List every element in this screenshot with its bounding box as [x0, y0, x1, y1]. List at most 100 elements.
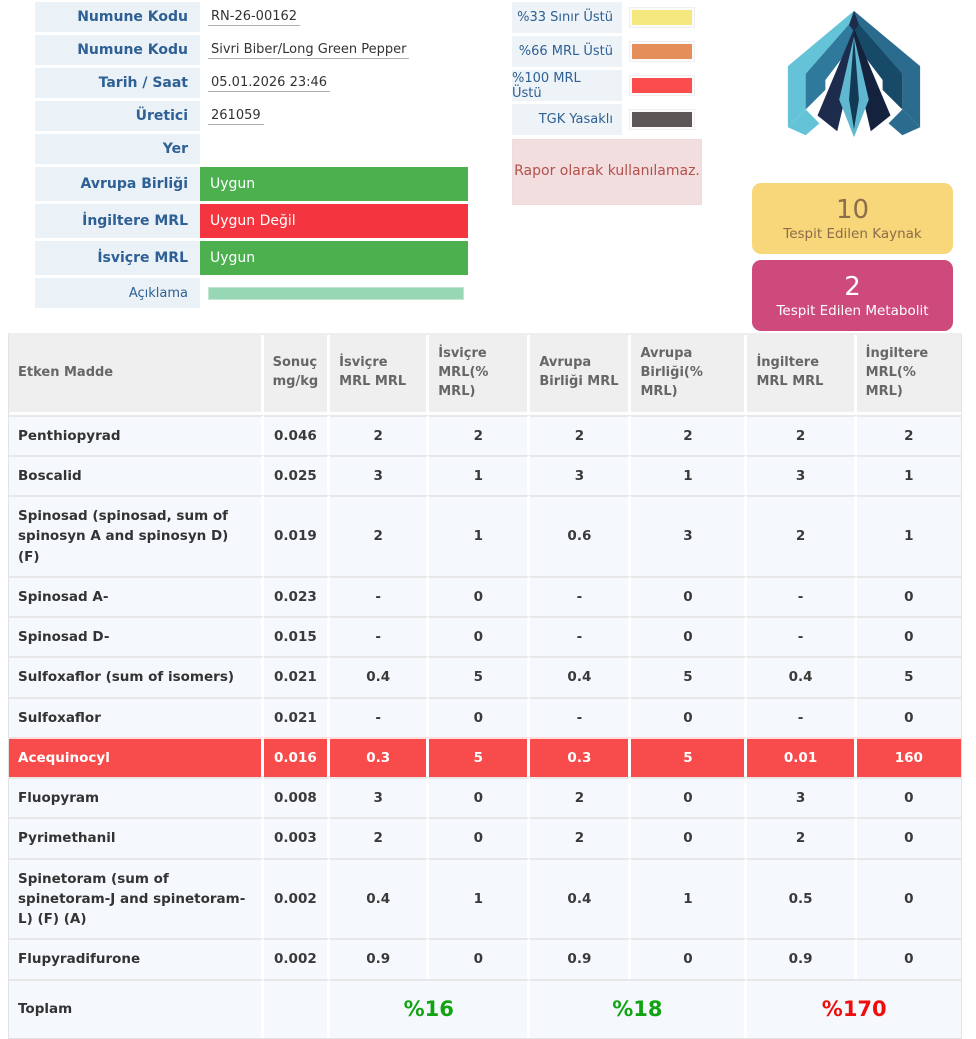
swiss-pct-cell: 1: [429, 454, 531, 496]
header-swiss-pct: İsviçre MRL(% MRL): [429, 335, 531, 415]
uk-mrl-cell: 0.5: [747, 857, 857, 939]
uk-pct-cell: 0: [856, 696, 961, 737]
uk-pct-cell: 5: [856, 656, 961, 697]
eu-mrl-cell: 0.4: [530, 857, 632, 939]
eu-mrl-cell: 0.9: [530, 938, 632, 979]
uk-mrl-cell: 2: [747, 495, 857, 576]
legend-label: TGK Yasaklı: [512, 104, 622, 135]
swiss-mrl-cell: -: [330, 696, 430, 737]
detected-sources-card: 10 Tespit Edilen Kaynak: [752, 183, 953, 254]
swiss-mrl-cell: 3: [330, 454, 430, 496]
field-value[interactable]: RN-26-00162: [208, 9, 301, 26]
eu-pct-cell: 5: [631, 656, 748, 697]
field-value[interactable]: 05.01.2026 23:46: [208, 75, 331, 92]
eu-mrl-cell: 2: [530, 817, 632, 858]
legend-swatch-cell: [622, 36, 702, 67]
swiss-mrl-cell: -: [330, 575, 430, 617]
field-label: Numune Kodu: [35, 35, 200, 65]
uk-mrl-cell: 2: [747, 414, 857, 455]
form-row-producer: Üretici 261059: [35, 101, 468, 131]
uk-pct-cell: 0: [856, 857, 961, 939]
swiss-mrl-cell: 0.9: [330, 938, 430, 979]
eu-mrl-cell: -: [530, 575, 632, 617]
field-label: Açıklama: [35, 278, 200, 308]
swiss-pct-cell: 1: [429, 495, 531, 576]
substance-name: Pyrimethanil: [9, 817, 264, 858]
swiss-status-badge: Uygun: [200, 241, 468, 275]
swiss-pct-cell: 0: [429, 575, 531, 617]
field-label: Yer: [35, 134, 200, 164]
uk-pct-cell: 0: [856, 575, 961, 617]
substance-name: Spinosad (spinosad, sum of spinosyn A an…: [9, 495, 264, 576]
header-uk-pct: İngiltere MRL(% MRL): [856, 335, 961, 415]
sample-info-form: Numune Kodu RN-26-00162 Numune Kodu Sivr…: [35, 2, 468, 311]
form-row-datetime: Tarih / Saat 05.01.2026 23:46: [35, 68, 468, 98]
brand-logo-icon: [787, 10, 921, 138]
substance-name: Spinetoram (sum of spinetoram-J and spin…: [9, 857, 264, 939]
table-row: Spinosad A- 0.023 - 0 - 0 - 0: [9, 575, 961, 617]
swiss-pct-cell: 0: [429, 817, 531, 858]
result-cell: 0.021: [263, 696, 331, 737]
form-row-description: Açıklama: [35, 278, 468, 308]
uk-mrl-cell: -: [747, 616, 857, 657]
legend-row-tgk: TGK Yasaklı: [512, 104, 702, 135]
uk-pct-cell: 0: [856, 817, 961, 858]
eu-mrl-cell: 3: [530, 454, 632, 496]
not-a-report-warning: Rapor olarak kullanılamaz.: [512, 139, 702, 205]
result-cell: 0.019: [263, 495, 331, 576]
substance-name: Sulfoxaflor: [9, 696, 264, 737]
form-row-place: Yer: [35, 134, 468, 164]
table-header-row: Etken Madde Sonuç mg/kg İsviçre MRL MRL …: [9, 335, 961, 415]
table-row: Boscalid 0.025 3 1 3 1 3 1: [9, 454, 961, 496]
table-row-exceeded: Acequinocyl 0.016 0.3 5 0.3 5 0.01 160: [9, 736, 961, 778]
swiss-mrl-cell: 0.4: [330, 656, 430, 697]
field-label: Üretici: [35, 101, 200, 131]
eu-pct-cell: 0: [631, 817, 748, 858]
legend-label: %100 MRL Üstü: [512, 70, 622, 101]
result-cell: 0.015: [263, 616, 331, 657]
form-row-eu-status: Avrupa Birliği Uygun: [35, 167, 468, 201]
field-label: İngiltere MRL: [35, 204, 200, 238]
field-value[interactable]: Sivri Biber/Long Green Pepper: [208, 42, 410, 59]
uk-mrl-cell: 0.9: [747, 938, 857, 979]
field-label: Tarih / Saat: [35, 68, 200, 98]
red-swatch-icon: [629, 75, 695, 96]
place-field[interactable]: [200, 134, 468, 164]
legend-label: %66 MRL Üstü: [512, 36, 622, 67]
field-value[interactable]: 261059: [208, 108, 264, 125]
table-row: Sulfoxaflor (sum of isomers) 0.021 0.4 5…: [9, 656, 961, 697]
eu-mrl-cell: 0.4: [530, 656, 632, 697]
eu-status-badge: Uygun: [200, 167, 468, 201]
total-swiss-pct: %16: [330, 978, 531, 1039]
legend-swatch-cell: [622, 70, 702, 101]
uk-pct-cell: 1: [856, 454, 961, 496]
eu-pct-cell: 0: [631, 777, 748, 818]
sample-code-field[interactable]: RN-26-00162: [200, 2, 468, 32]
producer-field[interactable]: 261059: [200, 101, 468, 131]
detected-metabolites-card: 2 Tespit Edilen Metabolit: [752, 260, 953, 331]
substance-name: Penthiopyrad: [9, 414, 264, 455]
total-uk-pct: %170: [747, 978, 961, 1039]
swiss-mrl-cell: 0.4: [330, 857, 430, 939]
sample-name-field[interactable]: Sivri Biber/Long Green Pepper: [200, 35, 468, 65]
total-empty-cell: [263, 978, 331, 1039]
result-cell: 0.025: [263, 454, 331, 496]
datetime-field[interactable]: 05.01.2026 23:46: [200, 68, 468, 98]
swiss-pct-cell: 5: [429, 736, 531, 778]
table-row: Pyrimethanil 0.003 2 0 2 0 2 0: [9, 817, 961, 858]
uk-mrl-cell: 2: [747, 817, 857, 858]
form-row-swiss-status: İsviçre MRL Uygun: [35, 241, 468, 275]
detected-metabolites-count: 2: [844, 271, 861, 302]
eu-pct-cell: 0: [631, 696, 748, 737]
swiss-pct-cell: 0: [429, 696, 531, 737]
result-cell: 0.002: [263, 857, 331, 939]
swiss-pct-cell: 0: [429, 777, 531, 818]
uk-mrl-cell: 0.01: [747, 736, 857, 778]
result-cell: 0.046: [263, 414, 331, 455]
swiss-pct-cell: 1: [429, 857, 531, 939]
table-total-row: Toplam %16 %18 %170: [9, 978, 961, 1039]
eu-pct-cell: 5: [631, 736, 748, 778]
header-eu-mrl: Avrupa Birliği MRL: [530, 335, 632, 415]
table-row: Flupyradifurone 0.002 0.9 0 0.9 0 0.9 0: [9, 938, 961, 979]
substance-name: Flupyradifurone: [9, 938, 264, 979]
